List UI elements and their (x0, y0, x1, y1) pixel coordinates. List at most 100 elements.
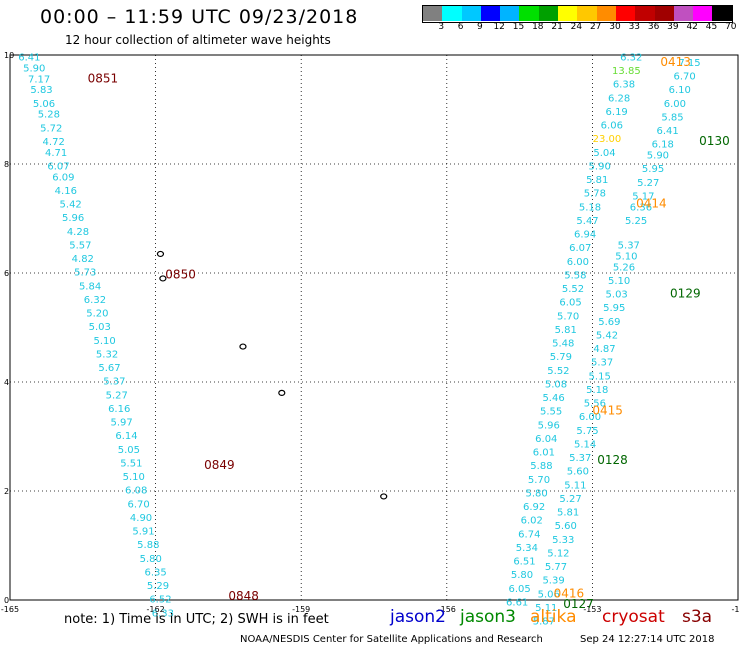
wave-height-value: 5.56 (584, 399, 606, 410)
wave-height-value: 5.12 (547, 548, 569, 559)
wave-height-value: 5.39 (542, 576, 564, 587)
wave-height-value: 5.25 (625, 216, 647, 227)
pass-time-label: 0416 (554, 586, 585, 600)
wave-height-value: 5.06 (538, 589, 560, 600)
wave-height-value: 5.90 (647, 151, 669, 162)
pass-time-label: 0414 (636, 197, 667, 211)
satellite-cryosat-label: cryosat (602, 607, 665, 627)
wave-height-value: 6.19 (606, 107, 628, 118)
wave-height-value: 5.48 (552, 339, 574, 350)
island-outline (159, 275, 167, 282)
y-tick-label: 4 (4, 378, 9, 387)
wave-height-value: 5.90 (23, 63, 45, 74)
wave-height-value: 5.34 (516, 543, 538, 554)
wave-height-value: 5.33 (552, 535, 574, 546)
wave-height-value: 5.20 (86, 309, 108, 320)
legend-label: 12 (493, 22, 505, 32)
wave-height-value: 5.11 (535, 603, 557, 614)
wave-height-value: 5.08 (545, 379, 567, 390)
wave-height-value: 5.10 (94, 336, 116, 347)
wave-height-value: 5.88 (137, 540, 159, 551)
map-subtitle: 12 hour collection of altimeter wave hei… (65, 33, 331, 47)
wave-height-value: 5.18 (579, 202, 601, 213)
pass-time-label: 0127 (563, 597, 594, 611)
wave-height-value: 5.55 (540, 407, 562, 418)
wave-height-value: 5.26 (613, 262, 635, 273)
wave-height-value: 5.14 (574, 439, 596, 450)
wave-height-value: 5.10 (615, 251, 637, 262)
wave-height-value: 5.06 (33, 99, 55, 110)
legend-swatch (693, 6, 713, 21)
legend-label: 21 (551, 22, 563, 32)
legend-swatch (519, 6, 539, 21)
wave-height-value: 7.15 (678, 58, 700, 69)
wave-height-value: 5.60 (567, 467, 589, 478)
legend-label: 15 (512, 22, 525, 32)
wave-height-value: 6.92 (523, 502, 545, 513)
satellite-jason2-label: jason2 (390, 607, 446, 627)
wave-height-value: 5.27 (559, 494, 581, 505)
legend-swatch (538, 6, 559, 21)
wave-height-value: 6.10 (669, 85, 691, 96)
wave-height-value: 6.07 (569, 243, 591, 254)
wave-height-value: 5.91 (132, 527, 154, 538)
wave-height-value: 5.37 (569, 453, 591, 464)
island-outline (239, 343, 247, 350)
wave-height-value: 5.37 (591, 358, 613, 369)
map-title: 00:00 – 11:59 UTC 09/23/2018 (40, 6, 359, 28)
wave-height-value: 4.82 (72, 254, 94, 265)
wave-height-value: 5.79 (550, 352, 572, 363)
wave-height-value: 5.73 (74, 268, 96, 279)
wave-height-value: 6.94 (574, 230, 596, 241)
wave-height-value: 6.04 (535, 434, 557, 445)
wave-height-value: 5.80 (525, 488, 547, 499)
wave-height-value: 5.95 (642, 164, 664, 175)
wave-height-value: 5.81 (557, 508, 579, 519)
wave-height-value: 5.80 (511, 570, 533, 581)
wave-height-value: 5.42 (596, 330, 618, 341)
satellite-s3a-label: s3a (682, 607, 713, 627)
wave-height-value: 5.57 (69, 240, 91, 251)
legend-label: 33 (628, 22, 641, 32)
legend-label: 45 (705, 22, 718, 32)
legend-label: 27 (589, 22, 602, 32)
legend-label: 39 (667, 22, 679, 32)
island-outline (278, 389, 286, 396)
wave-height-value: 6.28 (608, 93, 630, 104)
wave-height-value: 6.33 (152, 608, 174, 619)
wave-height-value: 4.90 (130, 513, 152, 524)
pass-time-label: 0850 (165, 267, 196, 281)
wave-height-value: 5.11 (564, 480, 586, 491)
wave-height-value: 6.32 (620, 52, 642, 63)
satellite-altika-label: altika (530, 607, 577, 627)
wave-height-value: 6.74 (518, 529, 540, 540)
wave-height-value: 6.02 (521, 516, 543, 527)
wave-height-value: 6.09 (52, 172, 74, 183)
pass-time-label: 0128 (597, 453, 628, 467)
wave-height-value: 6.36 (630, 202, 652, 213)
legend-swatch (615, 6, 636, 21)
wave-height-value: 5.17 (632, 191, 654, 202)
wave-height-value: 5.96 (62, 213, 84, 224)
wave-height-value: 6.41 (656, 126, 678, 137)
wave-height-value: 6.07 (47, 161, 69, 172)
wave-height-value: 5.47 (576, 216, 598, 227)
wave-height-value: 5.10 (123, 472, 145, 483)
wave-height-value: 5.03 (606, 290, 628, 301)
wave-height-value: 5.88 (530, 461, 552, 472)
wave-height-value: 5.67 (98, 363, 120, 374)
wave-height-value: 5.81 (555, 325, 577, 336)
legend-label: 18 (532, 22, 544, 32)
wave-height-value: 6.16 (108, 404, 130, 415)
wave-height-value: 5.77 (545, 562, 567, 573)
wave-height-value: 6.08 (125, 486, 147, 497)
legend-label: 3 (438, 22, 445, 32)
wave-height-value: 5.51 (120, 458, 142, 469)
wave-height-value: 6.06 (601, 121, 623, 132)
x-tick-label: -162 (147, 605, 165, 614)
wave-height-value: 5.96 (538, 420, 560, 431)
pass-time-label: 0851 (88, 71, 119, 85)
legend-swatch (442, 6, 462, 21)
wave-height-value: 5.70 (528, 475, 550, 486)
wave-height-value: 5.37 (618, 240, 640, 251)
